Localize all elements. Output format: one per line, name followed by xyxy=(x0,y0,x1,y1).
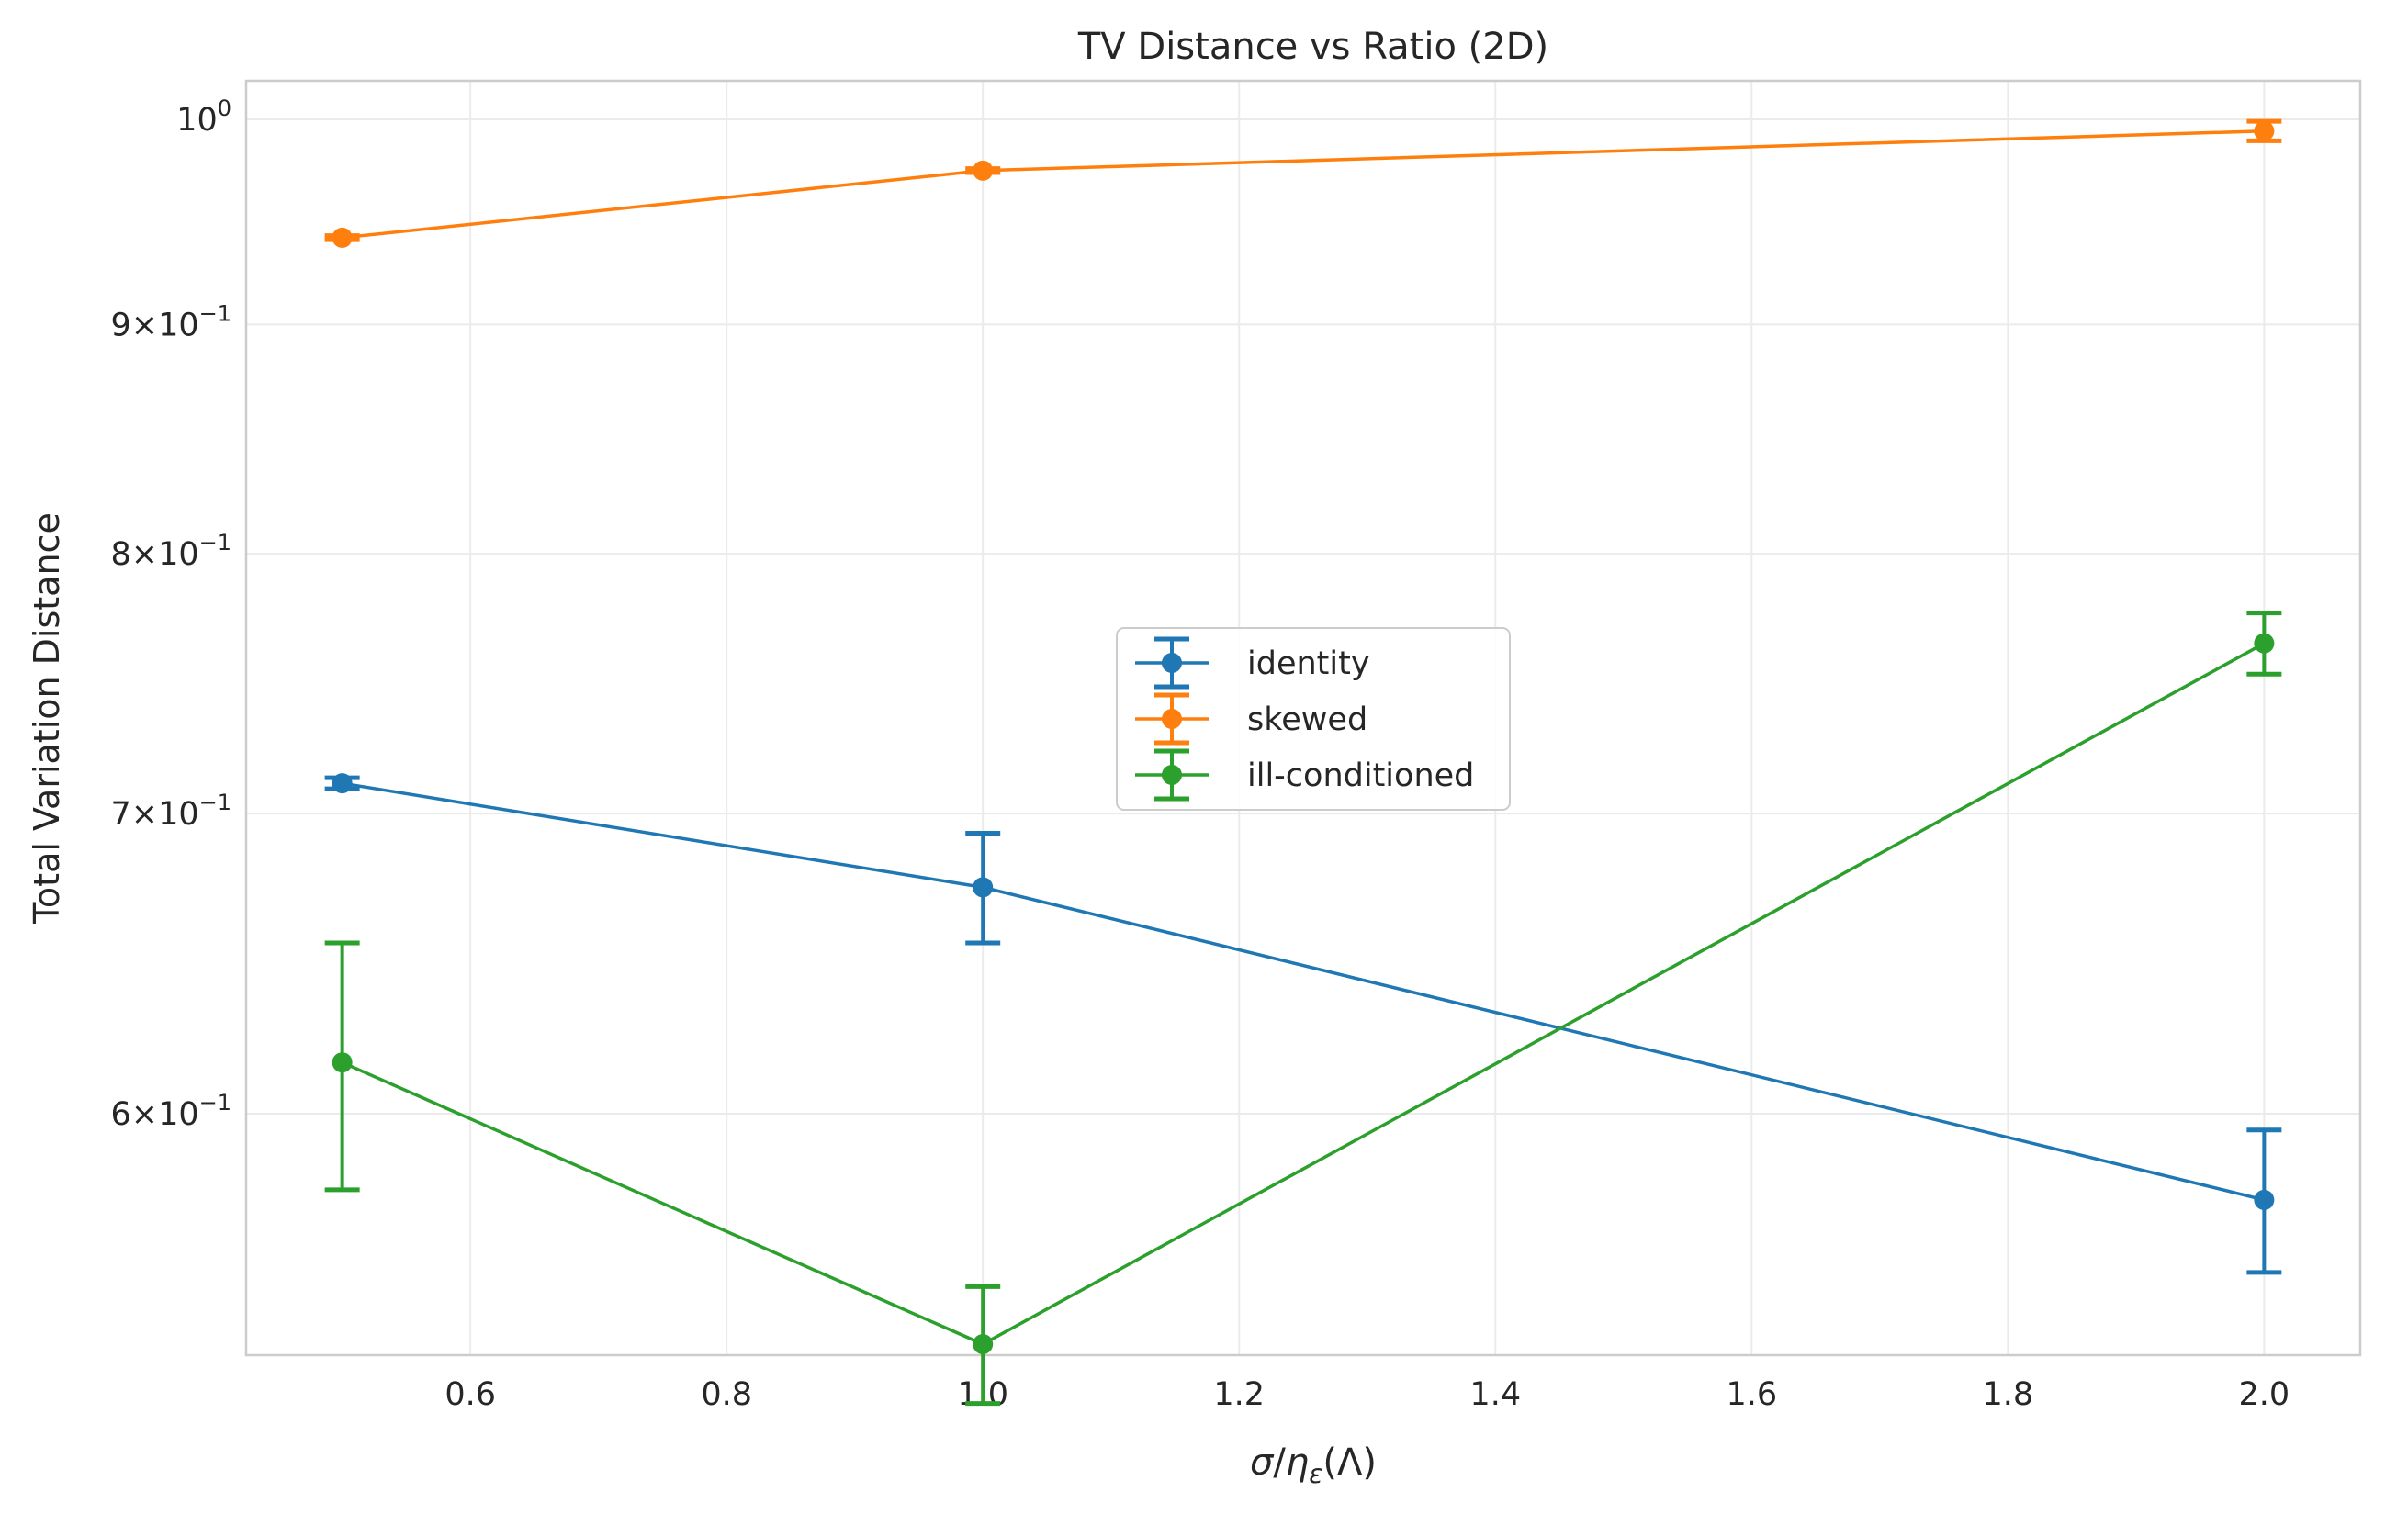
x-axis-label-arg: (Λ) xyxy=(1322,1441,1377,1484)
x-axis-label-eta: η xyxy=(1286,1441,1309,1484)
y-tick-label: 9×10−1 xyxy=(110,300,231,343)
x-tick-label: 1.4 xyxy=(1469,1376,1521,1413)
legend-marker xyxy=(1162,709,1182,729)
y-tick-exponent: −1 xyxy=(199,300,231,326)
x-tick-label: 1.6 xyxy=(1726,1376,1777,1413)
x-axis-label-sigma: σ xyxy=(1250,1441,1275,1484)
data-point xyxy=(332,227,353,248)
data-point xyxy=(2254,1189,2275,1210)
x-tick-label: 2.0 xyxy=(2239,1376,2290,1413)
x-axis-label-subscript: ε xyxy=(1309,1459,1322,1489)
x-tick-label: 0.6 xyxy=(444,1376,496,1413)
data-point xyxy=(973,160,994,181)
legend-label: identity xyxy=(1247,645,1370,682)
y-tick-exponent: −1 xyxy=(199,530,231,555)
series-identity xyxy=(324,773,2282,1275)
series-ill-conditioned xyxy=(324,611,2282,1407)
data-point xyxy=(332,1052,353,1073)
y-tick-base: 7×10 xyxy=(110,796,198,833)
legend-marker xyxy=(1162,765,1182,785)
legend-label: ill-conditioned xyxy=(1247,757,1474,794)
y-tick-exponent: 0 xyxy=(218,95,231,121)
y-tick-base: 8×10 xyxy=(110,536,198,573)
series-layer xyxy=(324,118,2282,1407)
legend-marker xyxy=(1162,653,1182,673)
x-tick-label: 0.8 xyxy=(701,1376,752,1413)
y-tick-label: 7×10−1 xyxy=(110,790,231,833)
x-tick-label: 1.2 xyxy=(1213,1376,1265,1413)
y-tick-base: 6×10 xyxy=(110,1096,198,1133)
legend-item-skewed: skewed xyxy=(1135,692,1367,746)
y-tick-base: 9×10 xyxy=(110,307,198,343)
legend-box xyxy=(1116,627,1511,811)
y-tick-label: 100 xyxy=(176,95,231,139)
y-tick-exponent: −1 xyxy=(199,790,231,815)
data-point xyxy=(973,1334,994,1355)
grid xyxy=(246,81,2360,1355)
plot-frame xyxy=(244,79,2362,1357)
legend-item-identity: identity xyxy=(1135,636,1370,690)
data-point xyxy=(973,877,994,898)
x-axis-label: σ/ηε(Λ) xyxy=(1250,1441,1377,1489)
legend-item-ill-conditioned: ill-conditioned xyxy=(1135,748,1474,802)
y-tick-base: 10 xyxy=(176,102,218,139)
data-point xyxy=(2254,120,2275,141)
y-tick-exponent: −1 xyxy=(199,1090,231,1116)
x-axis-label-slash: / xyxy=(1273,1441,1286,1484)
y-axis-label: Total Variation Distance xyxy=(27,512,67,925)
data-point xyxy=(2254,633,2275,654)
y-tick-label: 8×10−1 xyxy=(110,530,231,573)
chart-title: TV Distance vs Ratio (2D) xyxy=(1077,26,1548,68)
series-skewed xyxy=(324,118,2282,248)
legend-label: skewed xyxy=(1247,701,1367,738)
y-tick-label: 6×10−1 xyxy=(110,1090,231,1133)
data-point xyxy=(332,773,353,794)
x-tick-label: 1.8 xyxy=(1982,1376,2033,1413)
legend: identity skewed ill-conditioned xyxy=(1116,627,1511,811)
